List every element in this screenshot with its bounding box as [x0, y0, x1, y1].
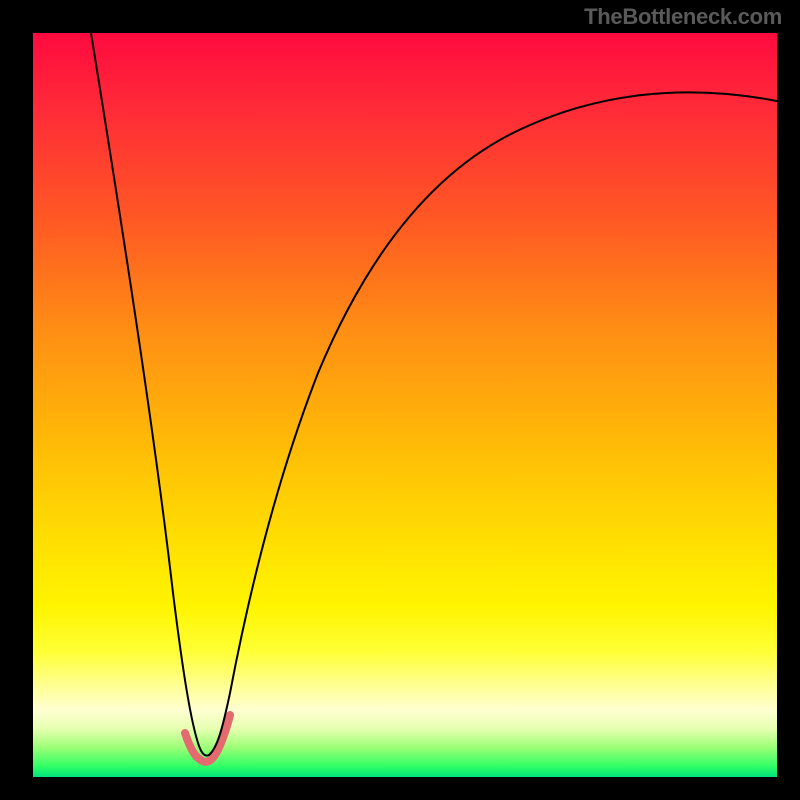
main-curve: [91, 33, 777, 756]
curve-layer: [33, 33, 777, 777]
watermark-text: TheBottleneck.com: [584, 4, 782, 30]
plot-area: [33, 33, 777, 777]
